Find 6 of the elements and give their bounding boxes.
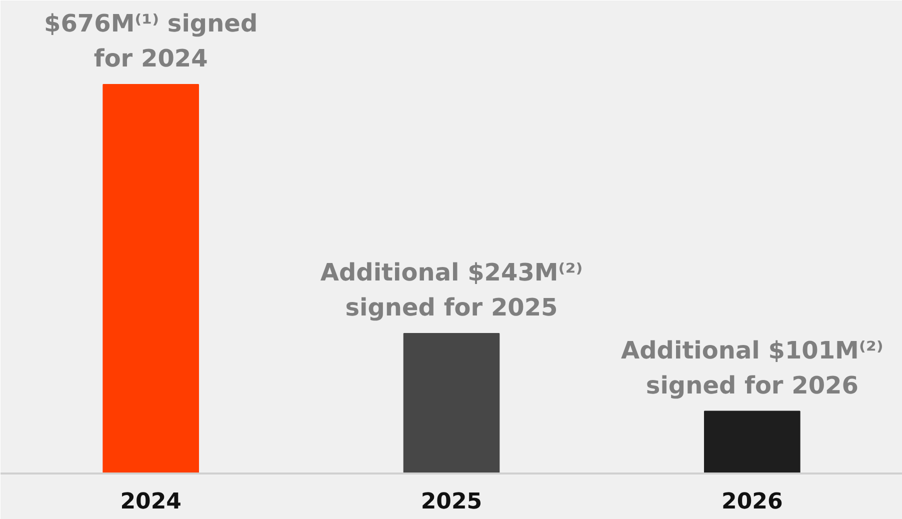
annotation: Additional $243M⁽²⁾ signed for 2025 [320, 258, 583, 322]
text: $676M⁽¹⁾ signed for 2024 [44, 10, 258, 73]
annotation: Additional $101M⁽²⁾ signed for 2026 [621, 336, 884, 400]
x-tick-label: 2026 [722, 490, 783, 514]
x-tick-label: 2025 [420, 490, 482, 514]
x-tick-label: 2024 [120, 490, 182, 514]
